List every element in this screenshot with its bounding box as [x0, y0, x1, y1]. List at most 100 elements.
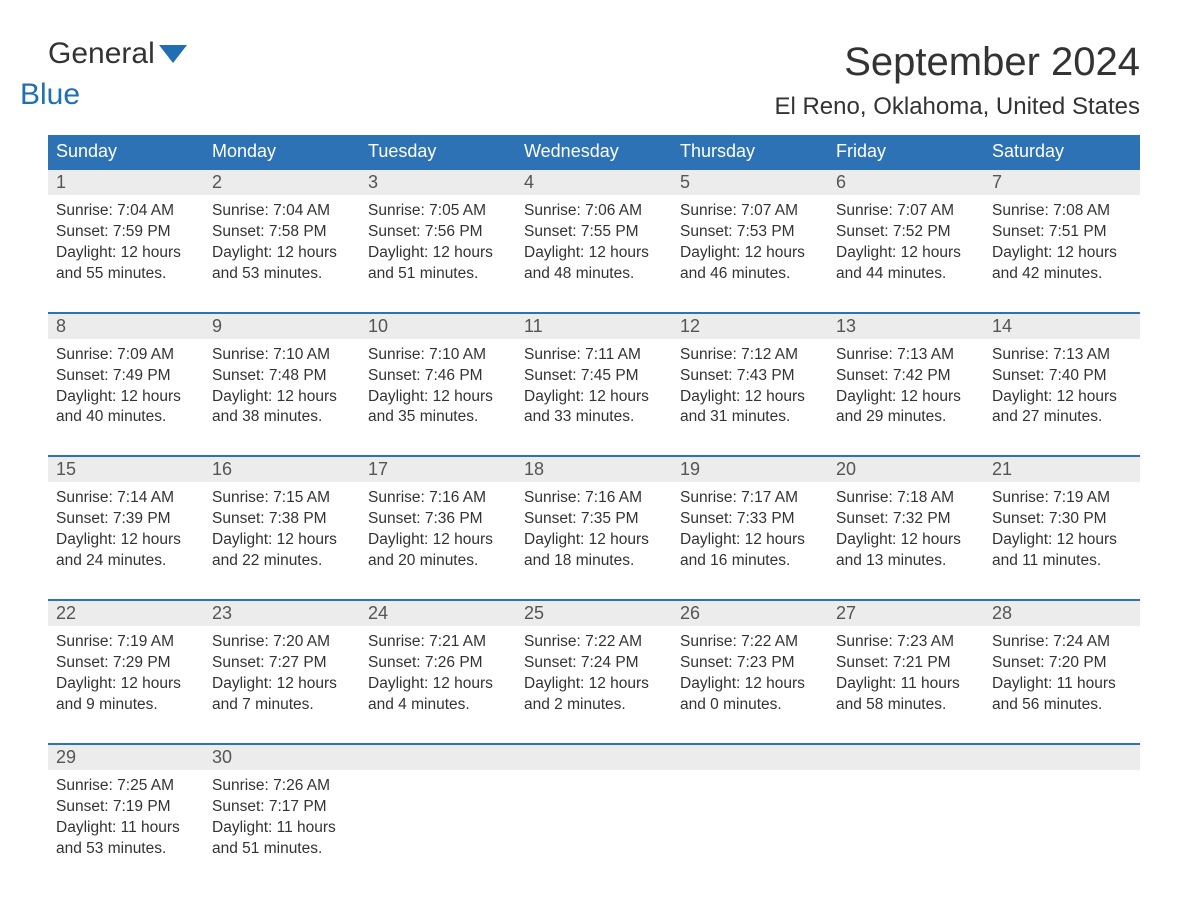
sunset-line: Sunset: 7:52 PM [836, 222, 976, 243]
sunrise-line: Sunrise: 7:14 AM [56, 488, 196, 509]
daylight-line: Daylight: 11 hours and 56 minutes. [992, 674, 1132, 716]
sunrise-line: Sunrise: 7:19 AM [56, 632, 196, 653]
day-number-cell [360, 744, 516, 770]
sunset-line: Sunset: 7:33 PM [680, 509, 820, 530]
sunrise-line: Sunrise: 7:17 AM [680, 488, 820, 509]
sunrise-line: Sunrise: 7:12 AM [680, 345, 820, 366]
logo-text-blue: Blue [20, 81, 159, 108]
sunset-line: Sunset: 7:32 PM [836, 509, 976, 530]
daylight-line: Daylight: 12 hours and 11 minutes. [992, 530, 1132, 572]
sunset-line: Sunset: 7:56 PM [368, 222, 508, 243]
daylight-line: Daylight: 12 hours and 4 minutes. [368, 674, 508, 716]
day-detail-row: Sunrise: 7:09 AMSunset: 7:49 PMDaylight:… [48, 339, 1140, 439]
day-number-cell: 15 [48, 456, 204, 482]
daylight-line: Daylight: 12 hours and 42 minutes. [992, 243, 1132, 285]
day-detail-cell: Sunrise: 7:17 AMSunset: 7:33 PMDaylight:… [672, 482, 828, 582]
day-detail-cell: Sunrise: 7:21 AMSunset: 7:26 PMDaylight:… [360, 626, 516, 726]
day-number-cell: 18 [516, 456, 672, 482]
dow-saturday: Saturday [984, 135, 1140, 169]
day-number-cell: 26 [672, 600, 828, 626]
sunrise-line: Sunrise: 7:22 AM [524, 632, 664, 653]
sunset-line: Sunset: 7:42 PM [836, 366, 976, 387]
day-detail-cell [984, 770, 1140, 870]
daylight-line: Daylight: 12 hours and 51 minutes. [368, 243, 508, 285]
logo-text-general: General [48, 37, 155, 70]
sunrise-line: Sunrise: 7:24 AM [992, 632, 1132, 653]
sunset-line: Sunset: 7:23 PM [680, 653, 820, 674]
sunrise-line: Sunrise: 7:10 AM [368, 345, 508, 366]
daylight-line: Daylight: 11 hours and 51 minutes. [212, 818, 352, 860]
month-title: September 2024 [774, 40, 1140, 85]
day-detail-cell: Sunrise: 7:16 AMSunset: 7:35 PMDaylight:… [516, 482, 672, 582]
dow-thursday: Thursday [672, 135, 828, 169]
day-detail-cell: Sunrise: 7:18 AMSunset: 7:32 PMDaylight:… [828, 482, 984, 582]
day-number-cell: 27 [828, 600, 984, 626]
sunrise-line: Sunrise: 7:19 AM [992, 488, 1132, 509]
sunrise-line: Sunrise: 7:08 AM [992, 201, 1132, 222]
sunrise-line: Sunrise: 7:06 AM [524, 201, 664, 222]
sunset-line: Sunset: 7:46 PM [368, 366, 508, 387]
day-detail-cell [828, 770, 984, 870]
day-number-cell: 19 [672, 456, 828, 482]
day-number-cell: 4 [516, 169, 672, 195]
day-detail-cell: Sunrise: 7:16 AMSunset: 7:36 PMDaylight:… [360, 482, 516, 582]
sunset-line: Sunset: 7:43 PM [680, 366, 820, 387]
day-number-cell: 28 [984, 600, 1140, 626]
day-number-cell: 11 [516, 313, 672, 339]
day-number-cell: 20 [828, 456, 984, 482]
location-subtitle: El Reno, Oklahoma, United States [774, 93, 1140, 121]
sunset-line: Sunset: 7:59 PM [56, 222, 196, 243]
day-detail-row: Sunrise: 7:14 AMSunset: 7:39 PMDaylight:… [48, 482, 1140, 582]
dow-wednesday: Wednesday [516, 135, 672, 169]
sunset-line: Sunset: 7:39 PM [56, 509, 196, 530]
day-detail-cell: Sunrise: 7:12 AMSunset: 7:43 PMDaylight:… [672, 339, 828, 439]
day-number-cell: 14 [984, 313, 1140, 339]
day-number-cell: 21 [984, 456, 1140, 482]
day-detail-row: Sunrise: 7:04 AM Sunset: 7:59 PM Daylight:… [48, 195, 1140, 295]
calendar-table: Sunday Monday Tuesday Wednesday Thursday… [48, 135, 1140, 869]
day-number-cell [984, 744, 1140, 770]
daylight-line: Daylight: 12 hours and 13 minutes. [836, 530, 976, 572]
day-detail-cell: Sunrise: 7:05 AMSunset: 7:56 PMDaylight:… [360, 195, 516, 295]
daylight-line: Daylight: 12 hours and 27 minutes. [992, 387, 1132, 429]
day-detail-cell: Sunrise: 7:07 AMSunset: 7:52 PMDaylight:… [828, 195, 984, 295]
day-number-row: 1234567 [48, 169, 1140, 195]
day-number-cell: 5 [672, 169, 828, 195]
daylight-line: Daylight: 12 hours and 24 minutes. [56, 530, 196, 572]
day-detail-cell: Sunrise: 7:25 AMSunset: 7:19 PMDaylight:… [48, 770, 204, 870]
week-separator [48, 295, 1140, 313]
sunset-line: Sunset: 7:24 PM [524, 653, 664, 674]
sunset-line: Sunset: 7:49 PM [56, 366, 196, 387]
day-number-cell: 29 [48, 744, 204, 770]
day-number-row: 22232425262728 [48, 600, 1140, 626]
sunrise-line: Sunrise: 7:26 AM [212, 776, 352, 797]
daylight-line: Daylight: 12 hours and 31 minutes. [680, 387, 820, 429]
day-number-cell: 6 [828, 169, 984, 195]
daylight-line: Daylight: 12 hours and 53 minutes. [212, 243, 352, 285]
day-detail-cell: Sunrise: 7:13 AMSunset: 7:40 PMDaylight:… [984, 339, 1140, 439]
day-detail-cell: Sunrise: 7:04 AMSunset: 7:58 PMDaylight:… [204, 195, 360, 295]
daylight-line: Daylight: 12 hours and 46 minutes. [680, 243, 820, 285]
dow-monday: Monday [204, 135, 360, 169]
daylight-line: Daylight: 12 hours and 22 minutes. [212, 530, 352, 572]
day-detail-cell: Sunrise: 7:23 AMSunset: 7:21 PMDaylight:… [828, 626, 984, 726]
day-detail-cell: Sunrise: 7:06 AMSunset: 7:55 PMDaylight:… [516, 195, 672, 295]
header: General Blue September 2024 El Reno, Okl… [48, 40, 1140, 135]
sunrise-line: Sunrise: 7:07 AM [836, 201, 976, 222]
sunrise-line: Sunrise: 7:16 AM [524, 488, 664, 509]
daylight-line: Daylight: 12 hours and 33 minutes. [524, 387, 664, 429]
sunset-line: Sunset: 7:20 PM [992, 653, 1132, 674]
day-detail-cell [360, 770, 516, 870]
logo: General Blue [48, 40, 187, 94]
day-detail-cell: Sunrise: 7:13 AMSunset: 7:42 PMDaylight:… [828, 339, 984, 439]
day-number-cell [672, 744, 828, 770]
day-number-cell [828, 744, 984, 770]
title-block: September 2024 El Reno, Oklahoma, United… [774, 40, 1140, 135]
daylight-line: Daylight: 12 hours and 16 minutes. [680, 530, 820, 572]
dow-sunday: Sunday [48, 135, 204, 169]
sunrise-line: Sunrise: 7:05 AM [368, 201, 508, 222]
sunset-line: Sunset: 7:35 PM [524, 509, 664, 530]
day-number-cell: 30 [204, 744, 360, 770]
sunrise-line: Sunrise: 7:22 AM [680, 632, 820, 653]
sunrise-line: Sunrise: 7:04 AM [212, 201, 352, 222]
